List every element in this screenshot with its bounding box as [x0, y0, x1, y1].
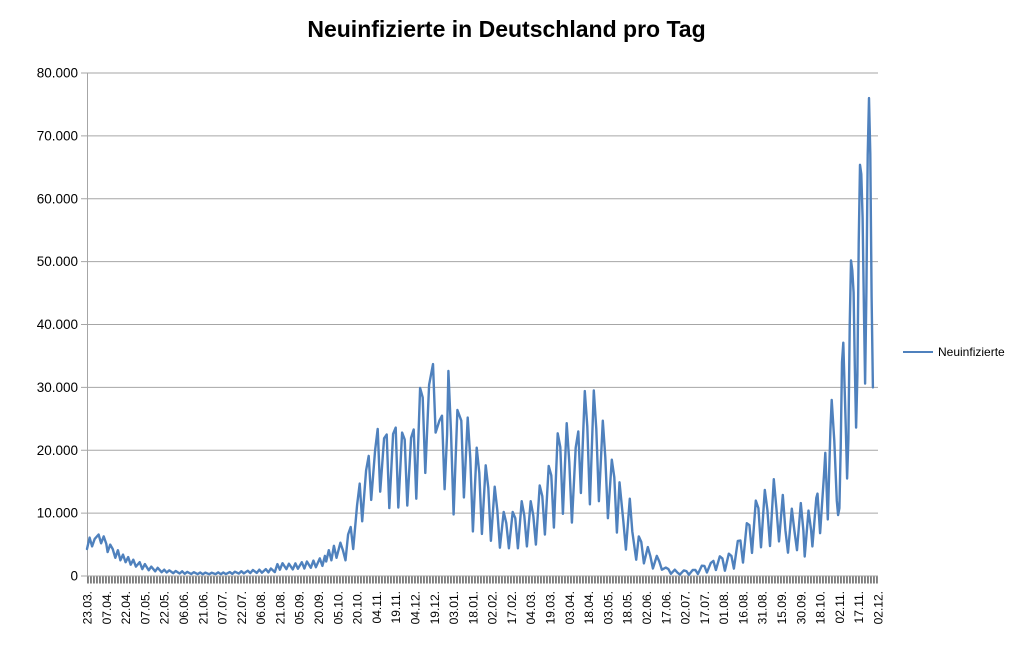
x-axis-label: 31.08.: [756, 591, 770, 624]
x-axis-label: 04.11.: [370, 591, 384, 623]
x-axis-label: 17.11.: [852, 591, 866, 623]
x-axis-label: 17.02.: [505, 591, 519, 624]
x-axis-label: 06.08.: [254, 591, 268, 624]
x-axis-label: 03.05.: [601, 591, 615, 624]
y-axis-label: 80.000: [37, 66, 78, 81]
x-axis-label: 03.01.: [447, 591, 461, 624]
x-axis-label: 30.09.: [794, 591, 808, 624]
x-axis-label: 18.04.: [582, 591, 596, 624]
y-axis-label: 50.000: [37, 254, 78, 269]
x-axis-labels: 23.03. 07.04. 22.04. 07.05. 22.05. 06.06. 21.0…: [81, 591, 886, 624]
x-axis-label: 22.07.: [235, 591, 249, 624]
x-axis-label: 02.02.: [486, 591, 500, 624]
y-axis-label: 10.000: [37, 506, 78, 521]
x-axis-label: 16.08.: [736, 591, 750, 624]
y-axis-label: 60.000: [37, 191, 78, 206]
chart-title: Neuinfizierte in Deutschland pro Tag: [307, 16, 706, 42]
y-axis-label: 0: [70, 569, 78, 584]
x-axis-label: 18.01.: [466, 591, 480, 624]
x-axis-label: 04.03.: [524, 591, 538, 624]
x-axis-label: 03.04.: [563, 591, 577, 624]
x-axis-label: 06.06.: [177, 591, 191, 624]
x-axis-label: 02.06.: [640, 591, 654, 624]
x-axis-label: 07.07.: [216, 591, 230, 624]
x-axis-label: 01.08.: [717, 591, 731, 624]
x-axis-label: 04.12.: [408, 591, 422, 624]
x-axis-label: 02.12.: [872, 591, 886, 624]
x-axis-label: 02.11.: [833, 591, 847, 623]
x-axis-label: 20.10.: [351, 591, 365, 624]
x-axis-label: 18.10.: [814, 591, 828, 624]
legend: Neuinfizierte: [903, 345, 1005, 359]
x-axis-label: 07.04.: [100, 591, 114, 624]
x-axis-label: 18.05.: [621, 591, 635, 624]
category-tick-comb: [87, 576, 878, 584]
x-axis-label: 21.06.: [196, 591, 210, 624]
x-axis-label: 23.03.: [81, 591, 95, 624]
neuinfizierte-line-series: [85, 96, 875, 576]
legend-label: Neuinfizierte: [938, 345, 1005, 359]
x-axis-label: 17.07.: [698, 591, 712, 624]
x-axis-label: 05.10.: [331, 591, 345, 624]
x-axis-label: 07.05.: [138, 591, 152, 624]
y-axis-label: 70.000: [37, 128, 78, 143]
y-axis-label: 40.000: [37, 317, 78, 332]
x-axis-label: 15.09.: [775, 591, 789, 624]
x-axis-label: 22.04.: [119, 591, 133, 624]
gridlines: [87, 72, 878, 577]
legend-line-swatch: [903, 350, 933, 354]
x-axis-label: 02.07.: [679, 591, 693, 624]
x-axis-label: 19.03.: [544, 591, 558, 624]
x-axis-label: 22.05.: [158, 591, 172, 624]
y-axis-ticks: [81, 72, 87, 577]
x-axis-label: 20.09.: [312, 591, 326, 624]
x-axis-label: 21.08.: [273, 591, 287, 624]
x-axis-label: 05.09.: [293, 591, 307, 624]
y-axis-label: 30.000: [37, 380, 78, 395]
y-axis-labels: 0 10.000 20.000 30.000 40.000 50.000 60.000 70.…: [37, 66, 78, 584]
x-axis-label: 19.12.: [428, 591, 442, 624]
x-axis-label: 17.06.: [659, 591, 673, 624]
x-axis-label: 19.11.: [389, 591, 403, 623]
y-axis-label: 20.000: [37, 443, 78, 458]
